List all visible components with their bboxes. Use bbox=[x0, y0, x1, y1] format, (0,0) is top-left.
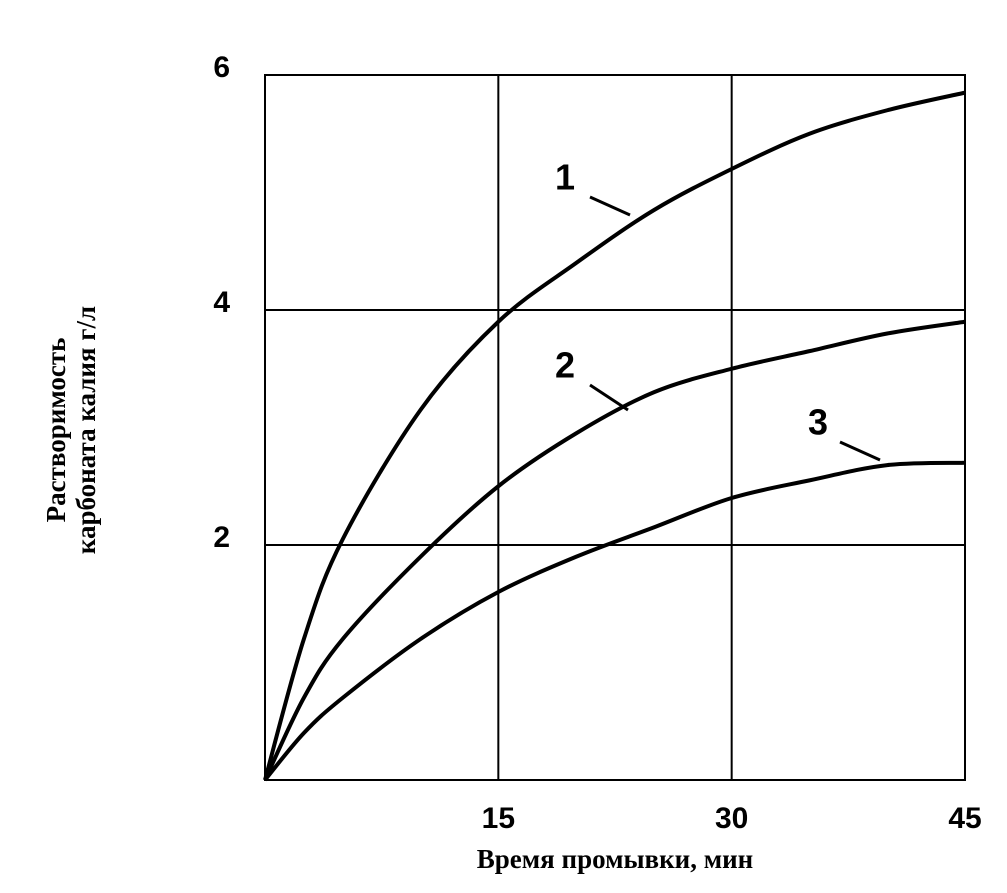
series-label: 2 bbox=[555, 345, 575, 386]
y-tick-label: 2 bbox=[213, 521, 230, 554]
series-label: 1 bbox=[555, 157, 575, 198]
x-tick-label: 15 bbox=[482, 802, 515, 835]
series-label: 3 bbox=[808, 402, 828, 443]
x-tick-label: 30 bbox=[715, 802, 748, 835]
y-tick-label: 6 bbox=[213, 51, 230, 84]
leader-line bbox=[589, 195, 631, 217]
leader-line bbox=[839, 440, 881, 462]
line bbox=[263, 460, 966, 782]
line bbox=[263, 319, 966, 781]
leader-line bbox=[589, 383, 629, 412]
y-axis-label-line: Растворимость bbox=[41, 338, 71, 523]
y-axis-label: Растворимость карбоната калия г/л bbox=[41, 306, 101, 554]
y-tick-label: 4 bbox=[213, 286, 230, 319]
x-axis-label: Время промывки, мин bbox=[477, 844, 754, 874]
x-tick-label: 45 bbox=[948, 802, 981, 835]
line bbox=[263, 90, 966, 781]
y-axis-label-line: карбоната калия г/л bbox=[71, 306, 101, 554]
